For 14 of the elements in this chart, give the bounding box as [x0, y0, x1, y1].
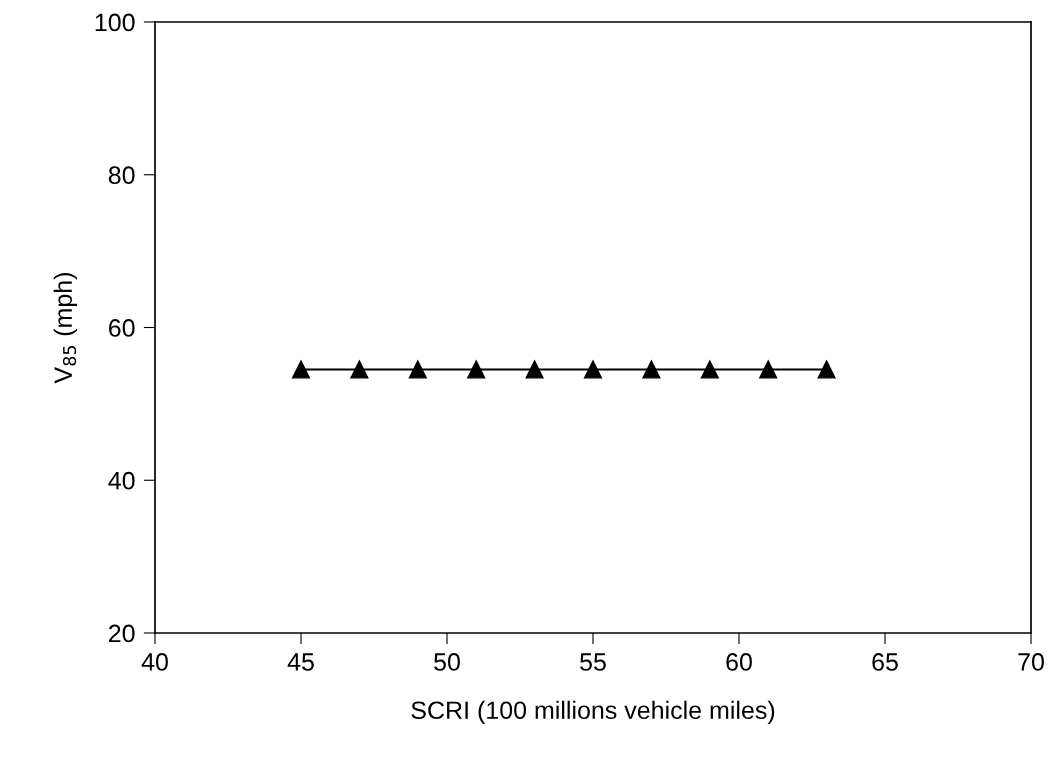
x-tick-label: 70 [1018, 653, 1044, 671]
x-tick-label: 50 [434, 653, 460, 671]
y-tick-label: 80 [108, 166, 135, 185]
x-tick-label: 40 [141, 653, 168, 671]
y-tick-label: 60 [109, 319, 135, 337]
x-tick-label: 55 [580, 653, 606, 671]
x-tick-label: 60 [726, 653, 752, 671]
x-tick-label: 65 [872, 653, 898, 671]
y-tick-label: 20 [109, 624, 135, 643]
x-axis-title: SCRI (100 millions vehicle miles) [411, 700, 775, 725]
y-axis-title: V$_{85}$ (mph) [53, 273, 77, 384]
y-tick-label: 40 [108, 471, 135, 490]
x-tick-label: 45 [287, 653, 314, 671]
y-tick-label: 100 [95, 13, 135, 32]
